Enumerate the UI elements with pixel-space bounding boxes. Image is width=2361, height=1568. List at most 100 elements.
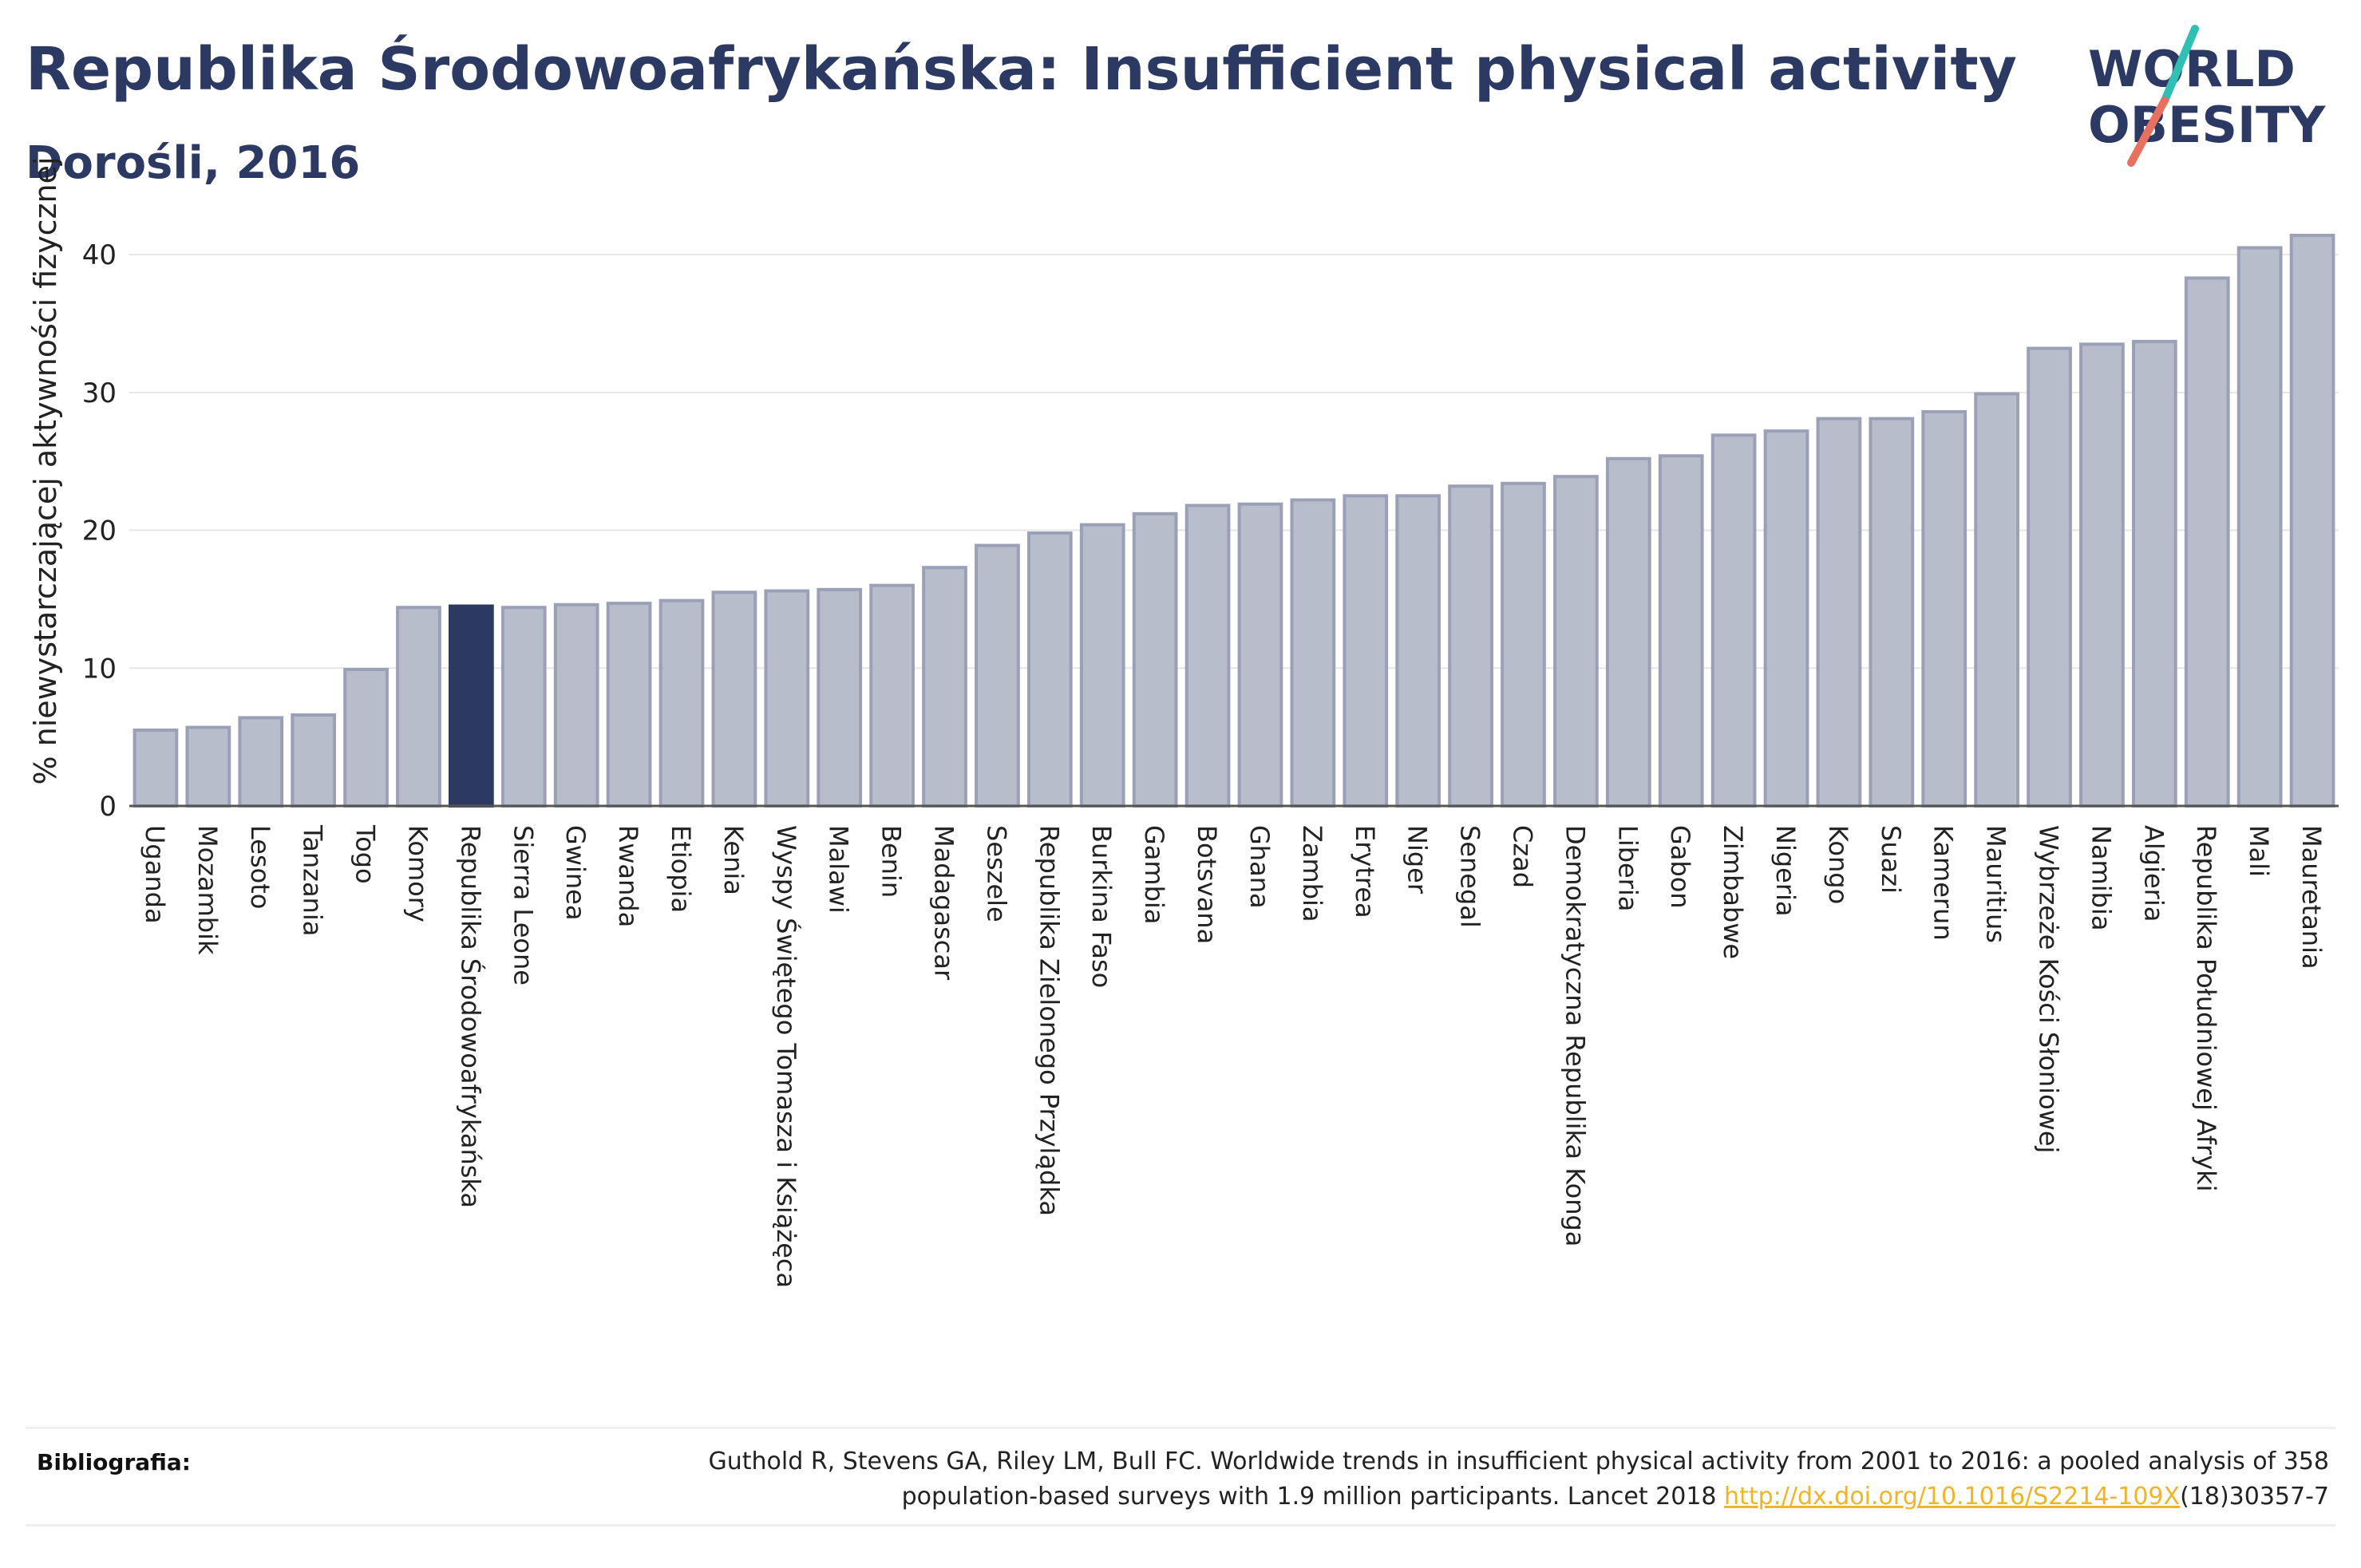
bar[interactable] — [1816, 417, 1862, 808]
bar[interactable] — [1501, 481, 1546, 808]
chart-title: Republika Środowoafrykańska: Insufficien… — [26, 35, 2018, 104]
bibliography-text: Guthold R, Stevens GA, Riley LM, Bull FC… — [493, 1444, 2329, 1515]
x-category-label: Uganda — [140, 825, 170, 924]
bar[interactable] — [1026, 531, 1073, 808]
x-category-label: Tanzania — [298, 824, 328, 936]
x-category-label: Komory — [402, 825, 433, 922]
bar[interactable] — [606, 602, 652, 808]
x-category-label: Kongo — [1823, 825, 1853, 904]
x-category-label: Republika Środowoafrykańska — [455, 825, 486, 1208]
x-category-label: Suazi — [1876, 825, 1906, 894]
x-category-label: Demokratyczna Republika Konga — [1560, 825, 1590, 1246]
bar[interactable] — [343, 668, 389, 808]
bar[interactable] — [1237, 502, 1283, 808]
x-category-label: Erytrea — [1350, 825, 1380, 918]
bar[interactable] — [2027, 346, 2072, 808]
doi-link[interactable]: http://dx.doi.org/10.1016/S2214-109X — [1724, 1483, 2181, 1511]
x-category-label: Mauretania — [2296, 825, 2327, 970]
bar[interactable] — [291, 713, 337, 808]
x-category-label: Republika Zielonego Przylądka — [1034, 825, 1064, 1216]
x-category-label: Seszele — [981, 825, 1011, 922]
bar[interactable] — [553, 602, 599, 808]
bibliography-line2-end: (18)30357-7 — [2180, 1483, 2329, 1511]
bar[interactable] — [817, 587, 863, 808]
x-category-label: Zimbabwe — [1718, 825, 1748, 959]
x-category-label: Republika Południowej Afryki — [2191, 825, 2221, 1192]
y-tick-label: 40 — [82, 239, 117, 271]
divider — [26, 1427, 2335, 1429]
x-category-label: Namibia — [2086, 825, 2116, 930]
x-category-label: Liberia — [1612, 825, 1643, 911]
x-category-label: Nigeria — [1770, 825, 1801, 916]
x-category-label: Ghana — [1244, 825, 1275, 909]
x-category-label: Burkina Faso — [1086, 825, 1117, 988]
x-category-label: Sierra Leone — [508, 825, 538, 985]
y-axis-title: % niewystarczającej aktywności fizycznej — [28, 156, 63, 784]
x-category-label: Senegal — [1455, 825, 1485, 928]
bar[interactable] — [185, 725, 231, 808]
bar[interactable] — [1395, 494, 1442, 808]
x-category-label: Wybrzeże Kości Słoniowej — [2034, 825, 2064, 1153]
x-category-label: Madagascar — [929, 825, 959, 981]
bar[interactable] — [658, 598, 705, 808]
bar[interactable] — [396, 606, 441, 808]
x-category-label: Malawi — [824, 825, 854, 914]
gridlines — [129, 254, 2339, 669]
chart-subtitle: Dorośli, 2016 — [26, 137, 361, 189]
bar[interactable] — [1710, 433, 1757, 808]
x-category-label: Lesoto — [245, 825, 275, 909]
x-category-label: Kenia — [718, 825, 749, 895]
bar[interactable] — [1184, 504, 1231, 808]
x-category-label: Algieria — [2138, 825, 2169, 922]
bar[interactable] — [1343, 494, 1389, 808]
bar[interactable] — [1605, 456, 1651, 808]
bar[interactable] — [2079, 342, 2125, 808]
bar[interactable] — [2236, 246, 2283, 808]
bar[interactable] — [1763, 429, 1809, 808]
x-category-label: Mozambik — [192, 825, 223, 955]
bar-chart: 0 10 20 30 40 Uganda Mozambik Lesoto Tanzania To… — [28, 156, 2339, 1288]
bar[interactable] — [1290, 498, 1336, 808]
logo-slash-teal — [2161, 25, 2199, 105]
logo-text-world: WORLD — [2088, 40, 2296, 98]
y-tick-label: 20 — [82, 515, 117, 547]
bar[interactable] — [1974, 392, 2019, 808]
logo-slash-coral — [2127, 97, 2169, 167]
bar[interactable] — [132, 729, 179, 808]
bar[interactable] — [2184, 276, 2230, 808]
bar[interactable] — [764, 589, 810, 808]
x-category-label: Wyspy Świętego Tomasza i Książęca — [771, 825, 802, 1288]
bar[interactable] — [500, 606, 547, 808]
bar[interactable] — [1079, 523, 1125, 808]
bar[interactable] — [922, 566, 967, 808]
x-category-label: Kamerun — [1928, 825, 1959, 941]
bar[interactable] — [238, 716, 284, 808]
bibliography-label: Bibliografia: — [37, 1449, 192, 1475]
x-category-label: Zambia — [1297, 825, 1327, 922]
bar[interactable] — [1869, 417, 1915, 808]
bar[interactable] — [2289, 233, 2335, 808]
bar[interactable] — [869, 583, 915, 808]
bar[interactable] — [1132, 511, 1178, 808]
bibliography-line1: Guthold R, Stevens GA, Riley LM, Bull FC… — [708, 1448, 2329, 1475]
x-category-label: Niger — [1402, 825, 1433, 895]
x-axis-category-labels: Uganda Mozambik Lesoto Tanzania Togo Komory Re… — [140, 824, 2327, 1288]
x-category-label: Benin — [876, 825, 907, 898]
bar[interactable] — [1448, 484, 1493, 808]
bar[interactable] — [2131, 339, 2177, 808]
y-tick-label: 10 — [82, 653, 117, 685]
bar[interactable] — [1921, 410, 1968, 808]
bars — [132, 233, 2335, 808]
world-obesity-logo: WORLD OBESITY — [2088, 25, 2326, 167]
logo-text-obesity: OBESITY — [2088, 96, 2326, 154]
x-category-label: Mauritius — [1981, 825, 2011, 943]
bar[interactable] — [975, 543, 1020, 808]
bar[interactable] — [711, 590, 757, 808]
x-category-label: Rwanda — [613, 825, 643, 927]
x-category-label: Gabon — [1665, 825, 1695, 909]
bar-highlighted[interactable] — [449, 604, 494, 808]
bar[interactable] — [1553, 475, 1599, 808]
x-category-label: Gwinea — [560, 825, 591, 920]
bar[interactable] — [1658, 454, 1704, 808]
x-category-label: Etiopia — [666, 825, 696, 913]
